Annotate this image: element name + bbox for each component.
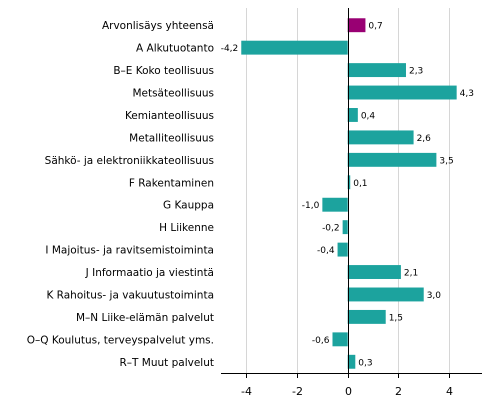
category-label-1: A Alkutuotanto [136, 43, 214, 55]
x-tick-label-4: 4 [446, 385, 453, 398]
bar-3 [347, 85, 457, 100]
value-label-7: 0,1 [353, 179, 367, 189]
category-label-15: R–T Muut palvelut [120, 357, 215, 369]
category-label-7: F Rakentaminen [129, 177, 214, 189]
category-label-11: J Informaatio ja viestintä [85, 267, 214, 279]
value-label-1: -4,2 [221, 44, 239, 54]
bar-14 [332, 332, 348, 347]
bar-0 [347, 18, 366, 33]
value-label-2: 2,3 [409, 67, 423, 77]
bar-9 [342, 220, 348, 235]
value-label-11: 2,1 [404, 269, 418, 279]
category-label-5: Metalliteollisuus [129, 132, 214, 144]
bar-11 [347, 265, 401, 279]
bar-5 [347, 130, 414, 145]
bar-2 [347, 63, 406, 78]
value-label-15: 0,3 [358, 358, 372, 368]
category-label-2: B–E Koko teollisuus [113, 65, 214, 77]
x-tick-label-0: -4 [241, 385, 252, 398]
category-label-14: O–Q Koulutus, terveyspalvelut yms. [27, 334, 214, 346]
bar-1 [241, 40, 348, 55]
category-label-13: M–N Liike-elämän palvelut [76, 312, 214, 324]
category-label-8: G Kauppa [163, 200, 214, 212]
bars-group [241, 18, 457, 369]
category-labels: Arvonlisäys yhteensä A Alkutuotanto B–E Ko… [27, 20, 214, 369]
category-label-3: Metsäteollisuus [132, 88, 214, 100]
value-label-14: -0,6 [312, 336, 330, 346]
category-label-9: H Liikenne [159, 222, 214, 234]
category-label-12: K Rahoitus- ja vakuutustoiminta [46, 289, 214, 301]
category-label-10: I Majoitus- ja ravitsemistoiminta [45, 245, 214, 257]
category-label-0: Arvonlisäys yhteensä [102, 20, 214, 32]
bar-4 [347, 108, 358, 122]
value-labels: 0,7 -4,2 2,3 4,3 0,4 2,6 3,5 0,1 -1,0 -0,2 -0,4 2,1… [221, 22, 474, 369]
value-label-0: 0,7 [368, 22, 382, 32]
x-axis: -4 -2 0 2 4 [221, 8, 482, 398]
value-label-6: 3,5 [439, 156, 453, 166]
value-label-13: 1,5 [389, 313, 403, 323]
bar-15 [347, 354, 356, 369]
category-label-6: Sähkö- ja elektroniikkateollisuus [45, 155, 214, 167]
value-label-3: 4,3 [460, 89, 474, 99]
bar-8 [322, 197, 348, 212]
bar-12 [347, 287, 424, 302]
bar-6 [347, 152, 437, 167]
value-label-8: -1,0 [302, 201, 320, 211]
value-label-5: 2,6 [417, 134, 432, 144]
value-label-9: -0,2 [322, 224, 340, 234]
bar-10 [337, 242, 348, 257]
x-tick-label-3: 2 [395, 385, 402, 398]
x-tick-label-1: -2 [292, 385, 303, 398]
x-tick-label-2: 0 [345, 385, 352, 398]
value-label-10: -0,4 [317, 246, 335, 256]
bar-13 [347, 309, 386, 324]
value-label-12: 3,0 [427, 291, 442, 301]
value-label-4: 0,4 [361, 111, 376, 121]
category-label-4: Kemianteollisuus [125, 110, 214, 122]
